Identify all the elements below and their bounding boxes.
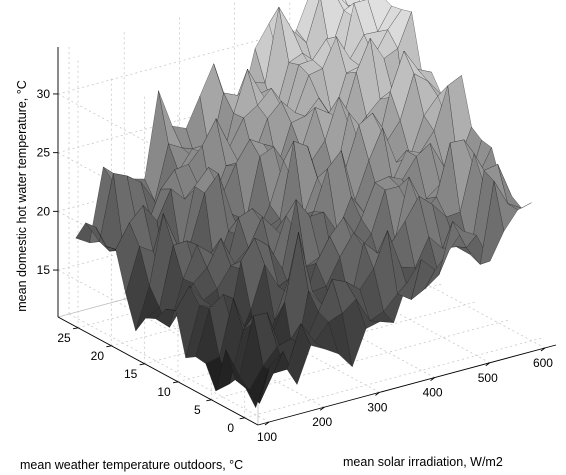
z-tick-label: 30 (37, 87, 51, 101)
grid-line (57, 72, 357, 154)
grid-line (57, 13, 357, 95)
x-axis-line (257, 344, 557, 426)
x-tick-mark (540, 347, 546, 352)
x-tick-mark (319, 406, 325, 411)
z-tick-label: 20 (37, 204, 51, 218)
x-tick-mark (430, 377, 435, 381)
x-axis-label: mean solar irradiation, W/m2 (343, 455, 503, 469)
y-axis-label: mean weather temperature outdoors, °C (20, 458, 243, 472)
x-tick-label: 600 (533, 356, 553, 370)
y-tick-label: 5 (194, 403, 201, 417)
x-tick-label: 400 (423, 386, 443, 400)
y-tick-label: 15 (124, 367, 138, 381)
axis-layer (53, 47, 557, 426)
x-tick-label: 200 (312, 415, 332, 429)
grid-line (244, 337, 543, 419)
x-tick-mark (485, 362, 491, 367)
y-tick-label: 20 (91, 349, 105, 363)
y-tick-label: 10 (157, 385, 171, 399)
y-tick-label: 0 (227, 421, 234, 435)
z-axis-label: mean domestic hot water temperature, °C (15, 80, 29, 312)
y-tick-mark (139, 363, 145, 366)
y-tick-mark (239, 417, 245, 420)
y-tick-mark (106, 345, 112, 348)
z-tick-label: 25 (37, 146, 51, 160)
tick-labels: 100 200 300 400 500 600 0 5 10 15 20 25 15 20 25 30 (37, 87, 554, 444)
surface-layer (75, 0, 532, 409)
y-tick-label: 25 (57, 331, 71, 345)
x-tick-mark (375, 392, 380, 396)
y-tick-mark (172, 381, 179, 384)
y-tick-mark (206, 399, 212, 402)
x-tick-label: 100 (257, 430, 277, 444)
y-axis-line (57, 316, 259, 426)
y-tick-mark (72, 327, 79, 330)
grid-line (77, 247, 377, 329)
x-tick-label: 300 (367, 400, 387, 414)
grid-line (57, 189, 357, 271)
surface-patch (507, 202, 532, 211)
z-tick-label: 15 (37, 263, 51, 277)
x-tick-mark (264, 421, 270, 426)
grid-line (111, 265, 410, 347)
x-tick-label: 500 (478, 371, 498, 385)
